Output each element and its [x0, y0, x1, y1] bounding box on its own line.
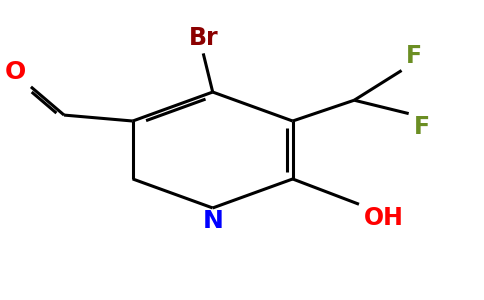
Text: F: F: [413, 115, 429, 139]
Text: F: F: [406, 44, 423, 68]
Text: O: O: [5, 60, 26, 84]
Text: Br: Br: [188, 26, 218, 50]
Text: OH: OH: [363, 206, 404, 230]
Text: N: N: [202, 209, 223, 233]
